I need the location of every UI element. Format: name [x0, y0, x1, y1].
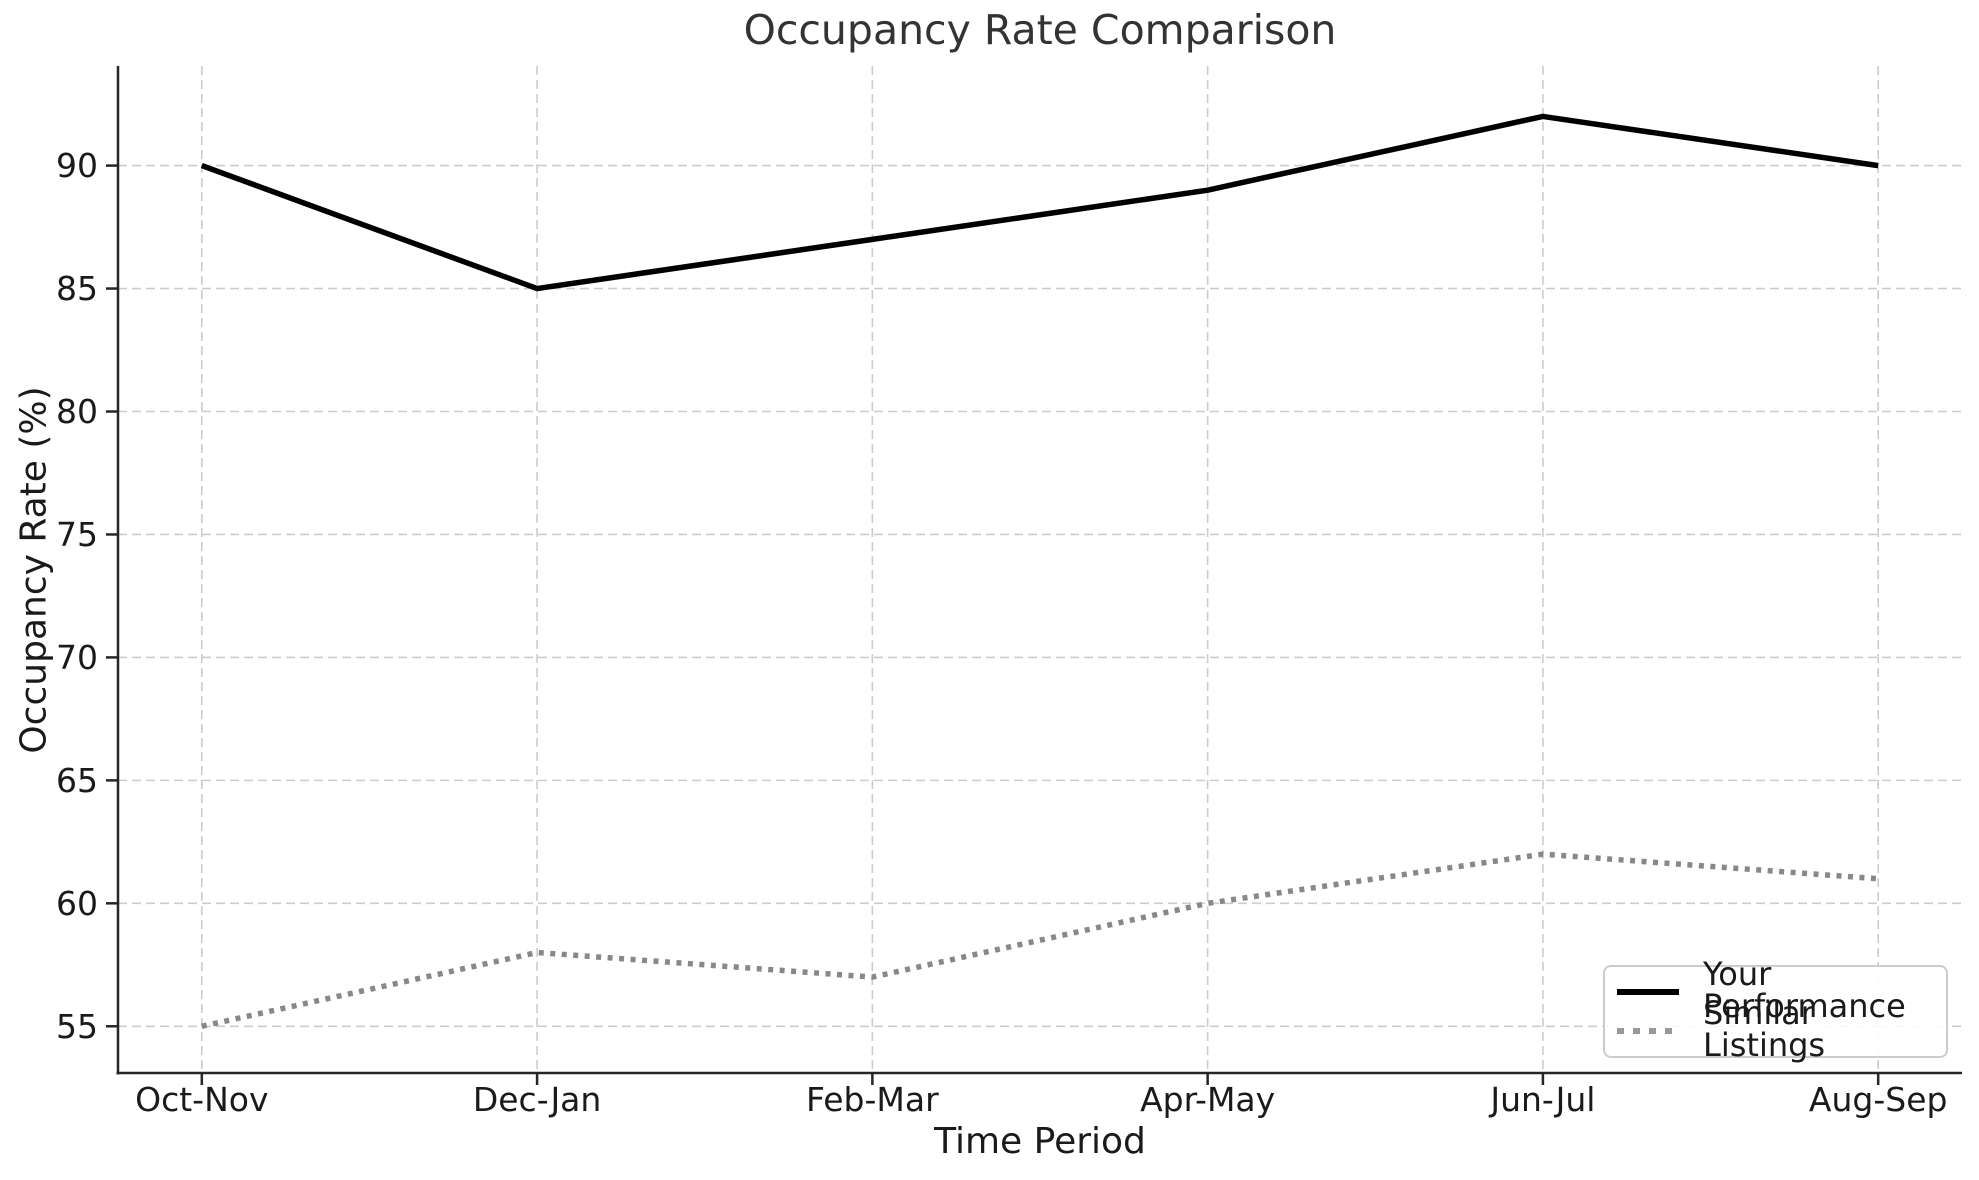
x-tick-label: Jun-Jul: [1488, 1080, 1595, 1119]
y-tick-label: 60: [56, 884, 98, 923]
x-tick-label: Feb-Mar: [806, 1080, 939, 1119]
y-tick-label: 55: [56, 1007, 98, 1046]
y-tick-label: 80: [56, 392, 98, 431]
series-line-your-performance: [200, 113, 1879, 292]
y-tick-label: 70: [56, 638, 98, 677]
y-axis-label: Occupancy Rate (%): [13, 386, 55, 754]
legend-line-dotted-icon: [1617, 1028, 1679, 1035]
x-tick-label: Dec-Jan: [473, 1080, 601, 1119]
x-tick-label: Oct-Nov: [135, 1080, 268, 1119]
y-tick-label: 85: [56, 269, 98, 308]
y-tick-label: 65: [56, 761, 98, 800]
y-tick-label: 75: [56, 515, 98, 554]
x-tick-label: Aug-Sep: [1809, 1080, 1948, 1119]
x-axis-label: Time Period: [934, 1121, 1146, 1162]
legend-line-solid-icon: [1617, 988, 1679, 995]
chart-title: Occupancy Rate Comparison: [743, 6, 1337, 54]
legend: Your Performance Similar Listings: [1603, 958, 1948, 1061]
legend-item-similar-listings: Similar Listings: [1605, 997, 1946, 1061]
series-line-similar-listings: [201, 851, 1879, 1029]
legend-label: Your Performance: [1703, 954, 1906, 1025]
x-tick-label: Apr-May: [1140, 1080, 1275, 1119]
legend-label: Similar Listings: [1703, 994, 1826, 1065]
legend-item-your-performance: Your Performance: [1605, 958, 1946, 1022]
y-tick-label: 90: [56, 146, 98, 185]
